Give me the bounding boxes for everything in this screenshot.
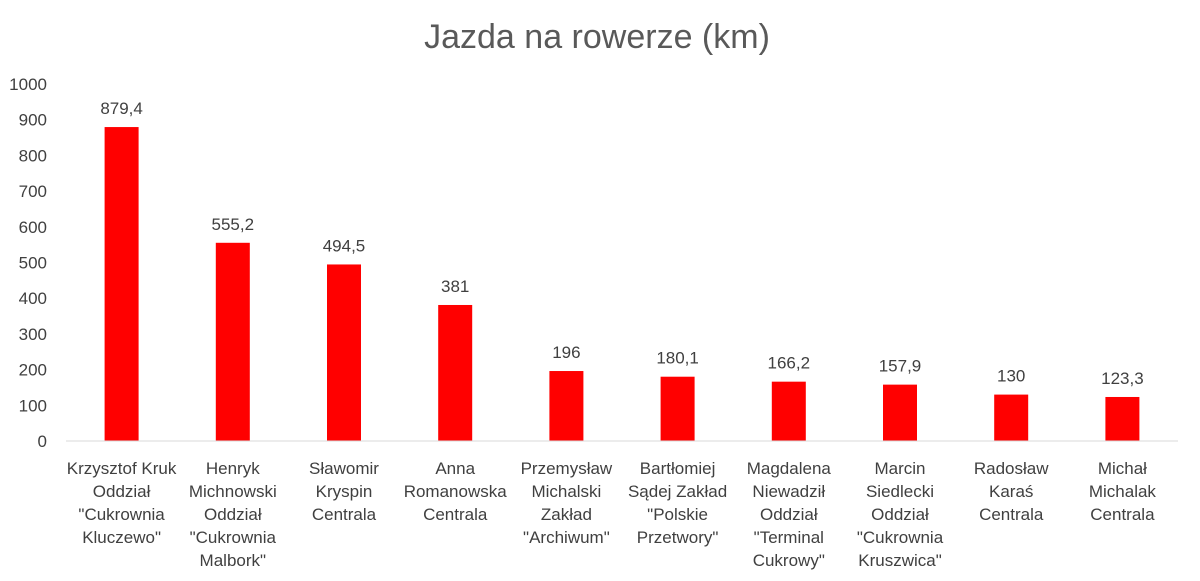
- bar: [883, 384, 917, 441]
- x-tick-label-line: Przetwory": [637, 528, 719, 547]
- data-labels: 879,4 555,2 494,5 381 196 180,1 166,2 157,9 130 1…: [100, 99, 1143, 388]
- x-tick-label: Marcin Siedlecki Oddział "Cukrownia Kruszwic…: [857, 459, 944, 570]
- x-tick-label-line: Magdalena: [747, 459, 832, 478]
- data-label: 381: [441, 277, 469, 296]
- data-label: 123,3: [1101, 369, 1144, 388]
- x-tick-label-line: Kruszwica": [858, 551, 942, 570]
- x-tick-label-line: Zakład: [541, 505, 592, 524]
- x-tick-label-line: "Archiwum": [523, 528, 610, 547]
- x-tick-label: Magdalena Niewadził Oddział "Terminal Cukrow…: [747, 459, 832, 570]
- x-tick-label: Radosław Karaś Centrala: [974, 459, 1049, 524]
- x-tick-label: Michał Michalak Centrala: [1089, 459, 1157, 524]
- x-tick-label-line: Cukrowy": [753, 551, 825, 570]
- x-tick-label: Przemysław Michalski Zakład "Archiwum": [521, 459, 613, 547]
- x-tick-label-line: Malbork": [200, 551, 267, 570]
- bar: [660, 376, 695, 441]
- x-tick-label: Bartłomiej Sądej Zakład "Polskie Przetwory": [628, 459, 727, 547]
- data-label: 494,5: [323, 236, 366, 255]
- data-label: 555,2: [212, 215, 255, 234]
- bar: [327, 264, 361, 441]
- y-tick-label: 200: [19, 361, 47, 380]
- y-tick-label: 1000: [9, 75, 47, 94]
- data-label: 180,1: [656, 349, 699, 368]
- x-tick-label-line: "Polskie: [647, 505, 708, 524]
- x-tick-label-line: Centrala: [979, 505, 1044, 524]
- x-tick-label: Henryk Michnowski Oddział "Cukrownia Malbork…: [189, 459, 277, 570]
- x-tick-label-line: "Cukrownia: [190, 528, 277, 547]
- x-tick-label: Krzysztof Kruk Oddział "Cukrownia Kluczewo": [67, 459, 177, 547]
- chart-title: Jazda na rowerze (km): [424, 18, 770, 56]
- x-tick-label-line: Niewadził: [752, 482, 825, 501]
- y-tick-label: 300: [19, 325, 47, 344]
- x-tick-label-line: Siedlecki: [866, 482, 934, 501]
- x-tick-label-line: Anna: [435, 459, 475, 478]
- x-tick-label-line: Oddział: [204, 505, 262, 524]
- x-tick-label-line: Michalski: [531, 482, 601, 501]
- y-tick-label: 700: [19, 182, 47, 201]
- x-tick-label-line: "Cukrownia: [78, 505, 165, 524]
- x-tick-label-line: Oddział: [93, 482, 151, 501]
- x-tick-label-line: Michalak: [1089, 482, 1157, 501]
- bar: [994, 394, 1029, 441]
- x-tick-label-line: Centrala: [1090, 505, 1155, 524]
- bars: [104, 127, 1140, 441]
- y-tick-label: 400: [19, 289, 47, 308]
- bar: [215, 242, 250, 441]
- bar: [438, 304, 473, 441]
- x-tick-label-line: Marcin: [874, 459, 925, 478]
- data-label: 130: [997, 367, 1025, 386]
- y-tick-label: 600: [19, 218, 47, 237]
- x-tick-label-line: Michał: [1098, 459, 1147, 478]
- x-tick-label-line: Kluczewo": [82, 528, 161, 547]
- bar: [549, 371, 584, 441]
- bar: [771, 381, 806, 441]
- bar: [1105, 396, 1140, 441]
- x-tick-label-line: Przemysław: [521, 459, 613, 478]
- x-tick-label-line: Kryspin: [316, 482, 373, 501]
- x-tick-label-line: "Cukrownia: [857, 528, 944, 547]
- x-tick-label-line: Michnowski: [189, 482, 277, 501]
- x-tick-label-line: Oddział: [871, 505, 929, 524]
- x-tick-label-line: Sławomir: [309, 459, 379, 478]
- x-tick-label-line: "Terminal: [754, 528, 824, 547]
- category-labels: Krzysztof Kruk Oddział "Cukrownia Kluczewo"…: [67, 459, 1157, 570]
- y-axis: 0 100 200 300 400 500 600 700 800 900 1000: [9, 75, 47, 451]
- x-tick-label-line: Romanowska: [404, 482, 508, 501]
- x-tick-label-line: Centrala: [312, 505, 377, 524]
- x-tick-label-line: Oddział: [760, 505, 818, 524]
- data-label: 166,2: [768, 354, 811, 373]
- y-tick-label: 900: [19, 111, 47, 130]
- bar: [104, 127, 139, 441]
- x-tick-label-line: Henryk: [206, 459, 260, 478]
- x-tick-label-line: Krzysztof Kruk: [67, 459, 177, 478]
- data-label: 196: [552, 343, 580, 362]
- y-tick-label: 800: [19, 146, 47, 165]
- y-tick-label: 0: [38, 432, 47, 451]
- data-label: 879,4: [100, 99, 143, 118]
- x-tick-label: Anna Romanowska Centrala: [404, 459, 508, 524]
- x-tick-label-line: Centrala: [423, 505, 488, 524]
- x-tick-label-line: Karaś: [989, 482, 1033, 501]
- y-tick-label: 500: [19, 254, 47, 273]
- x-tick-label: Sławomir Kryspin Centrala: [309, 459, 379, 524]
- x-tick-label-line: Radosław: [974, 459, 1049, 478]
- x-tick-label-line: Sądej Zakład: [628, 482, 727, 501]
- x-tick-label-line: Bartłomiej: [640, 459, 716, 478]
- data-label: 157,9: [879, 357, 922, 376]
- y-tick-label: 100: [19, 396, 47, 415]
